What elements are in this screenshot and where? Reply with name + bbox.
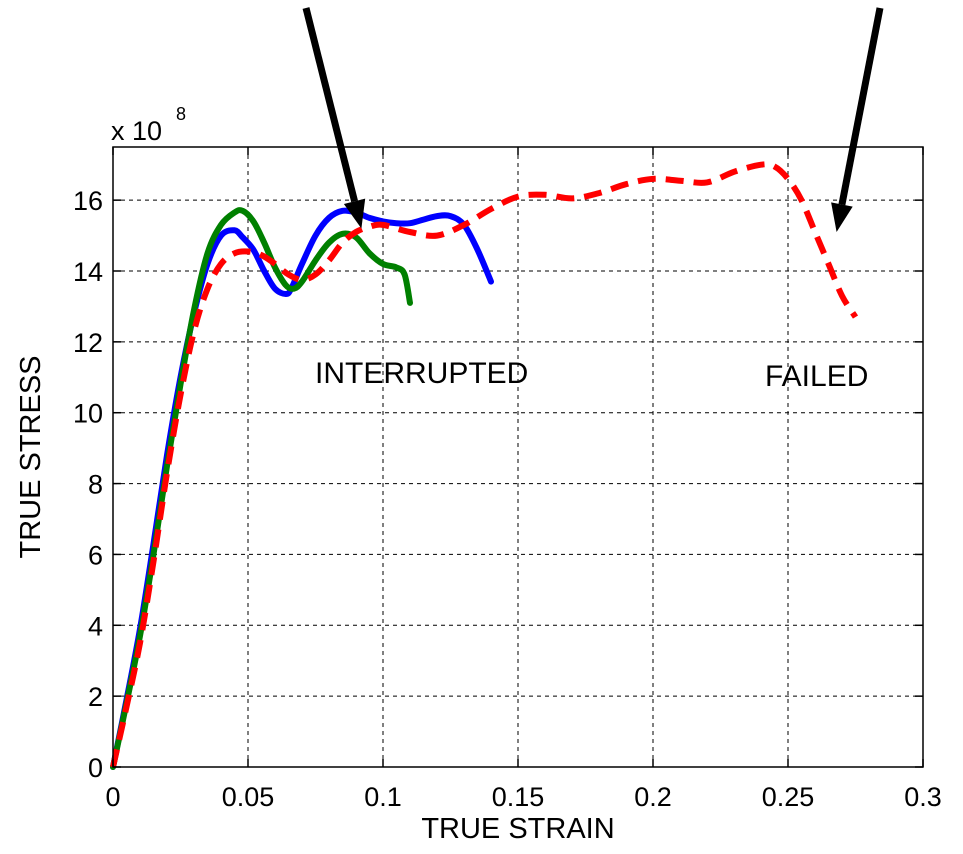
plot-background <box>113 147 923 767</box>
annotation-arrow-shaft <box>838 7 884 206</box>
y-axis-label: TRUE STRESS <box>15 355 47 558</box>
annotations <box>302 7 884 232</box>
y-tick-label: 2 <box>88 682 103 712</box>
y-tick-label: 8 <box>88 470 103 500</box>
annotation-arrow-head <box>831 202 853 232</box>
scale-label-base: x 10 <box>111 116 162 146</box>
annotation-interrupted: INTERRUPTED <box>315 357 528 390</box>
y-tick-label: 14 <box>73 257 103 287</box>
y-tick-label: 6 <box>88 540 103 570</box>
series-layer <box>110 161 859 770</box>
x-tick-label: 0.15 <box>492 782 545 812</box>
y-tick-label: 4 <box>88 611 103 641</box>
y-tick-label: 0 <box>88 753 103 783</box>
scale-label-exponent: 8 <box>176 104 186 124</box>
x-tick-label: 0.1 <box>364 782 402 812</box>
series-line-2 <box>110 161 859 768</box>
x-axis-label: TRUE STRAIN <box>421 813 614 845</box>
x-tick-label: 0.25 <box>762 782 815 812</box>
y-tick-label: 16 <box>73 186 103 216</box>
annotation-failed: FAILED <box>765 360 868 393</box>
annotation-arrow-head <box>343 198 366 229</box>
x-tick-label: 0 <box>105 782 120 812</box>
tick-labels: 0 0.05 0.1 0.15 0.2 0.25 0.3 0 2 4 6 8 10 12 14 16 <box>73 186 942 812</box>
x-tick-label: 0.2 <box>634 782 672 812</box>
x-tick-label: 0.3 <box>904 782 942 812</box>
y-tick-label: 10 <box>73 399 103 429</box>
annotation-arrow-shaft <box>302 7 358 203</box>
y-tick-label: 12 <box>73 328 103 358</box>
ticks <box>112 147 924 768</box>
x-tick-label: 0.05 <box>222 782 275 812</box>
